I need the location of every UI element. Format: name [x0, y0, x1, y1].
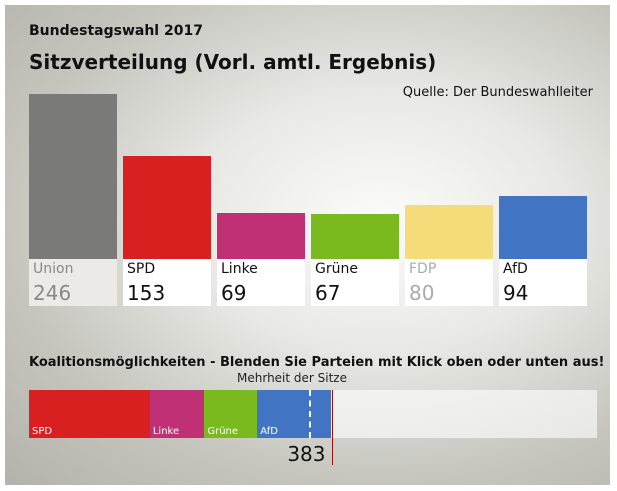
party-name: FDP: [409, 261, 437, 277]
party-seats: 67: [315, 281, 341, 305]
party-seats: 246: [33, 281, 72, 305]
coalition-segment-linke[interactable]: Linke: [149, 390, 205, 438]
segment-label: AfD: [260, 426, 278, 437]
bar-grüne[interactable]: [311, 214, 399, 259]
segment-label: Grüne: [207, 426, 239, 437]
source-label: Quelle: Der Bundeswahlleiter: [402, 85, 593, 100]
party-label-spd[interactable]: SPD 153: [123, 259, 211, 306]
party-seats: 69: [221, 281, 247, 305]
segment-label: Linke: [152, 426, 180, 437]
coalition-segment-grüne[interactable]: Grüne: [204, 390, 258, 438]
party-label-afd[interactable]: AfD 94: [499, 259, 587, 306]
bar-union[interactable]: [29, 94, 117, 259]
bar-fdp[interactable]: [405, 205, 493, 259]
bar-spd[interactable]: [123, 156, 211, 259]
chart-subtitle: Sitzverteilung (Vorl. amtl. Ergebnis): [29, 50, 437, 74]
bar-linke[interactable]: [217, 212, 305, 259]
coalition-segment-afd[interactable]: AfD: [257, 390, 332, 438]
party-name: Union: [33, 261, 74, 277]
party-seats: 80: [409, 281, 435, 305]
coalition-segment-spd[interactable]: SPD: [29, 390, 150, 438]
coalition-sum: 383: [287, 442, 326, 466]
party-seats: 94: [503, 281, 529, 305]
party-name: SPD: [127, 261, 156, 277]
chart-title: Bundestagswahl 2017: [29, 23, 203, 39]
party-name: Linke: [221, 261, 258, 277]
majority-label: Mehrheit der Sitze: [237, 371, 347, 385]
party-label-fdp[interactable]: FDP 80: [405, 259, 493, 306]
bar-afd[interactable]: [499, 195, 587, 259]
party-name: AfD: [503, 261, 528, 277]
majority-line: [309, 390, 312, 438]
party-label-linke[interactable]: Linke 69: [217, 259, 305, 306]
party-label-grüne[interactable]: Grüne 67: [311, 259, 399, 306]
party-seats: 153: [127, 281, 166, 305]
sum-line: [331, 390, 333, 465]
segment-label: SPD: [32, 426, 53, 437]
coalition-bar: SPD Linke Grüne AfD: [29, 390, 597, 438]
party-name: Grüne: [315, 261, 358, 277]
party-label-union[interactable]: Union 246: [29, 259, 117, 306]
coalition-title: Koalitionsmöglichkeiten - Blenden Sie Pa…: [29, 355, 605, 370]
